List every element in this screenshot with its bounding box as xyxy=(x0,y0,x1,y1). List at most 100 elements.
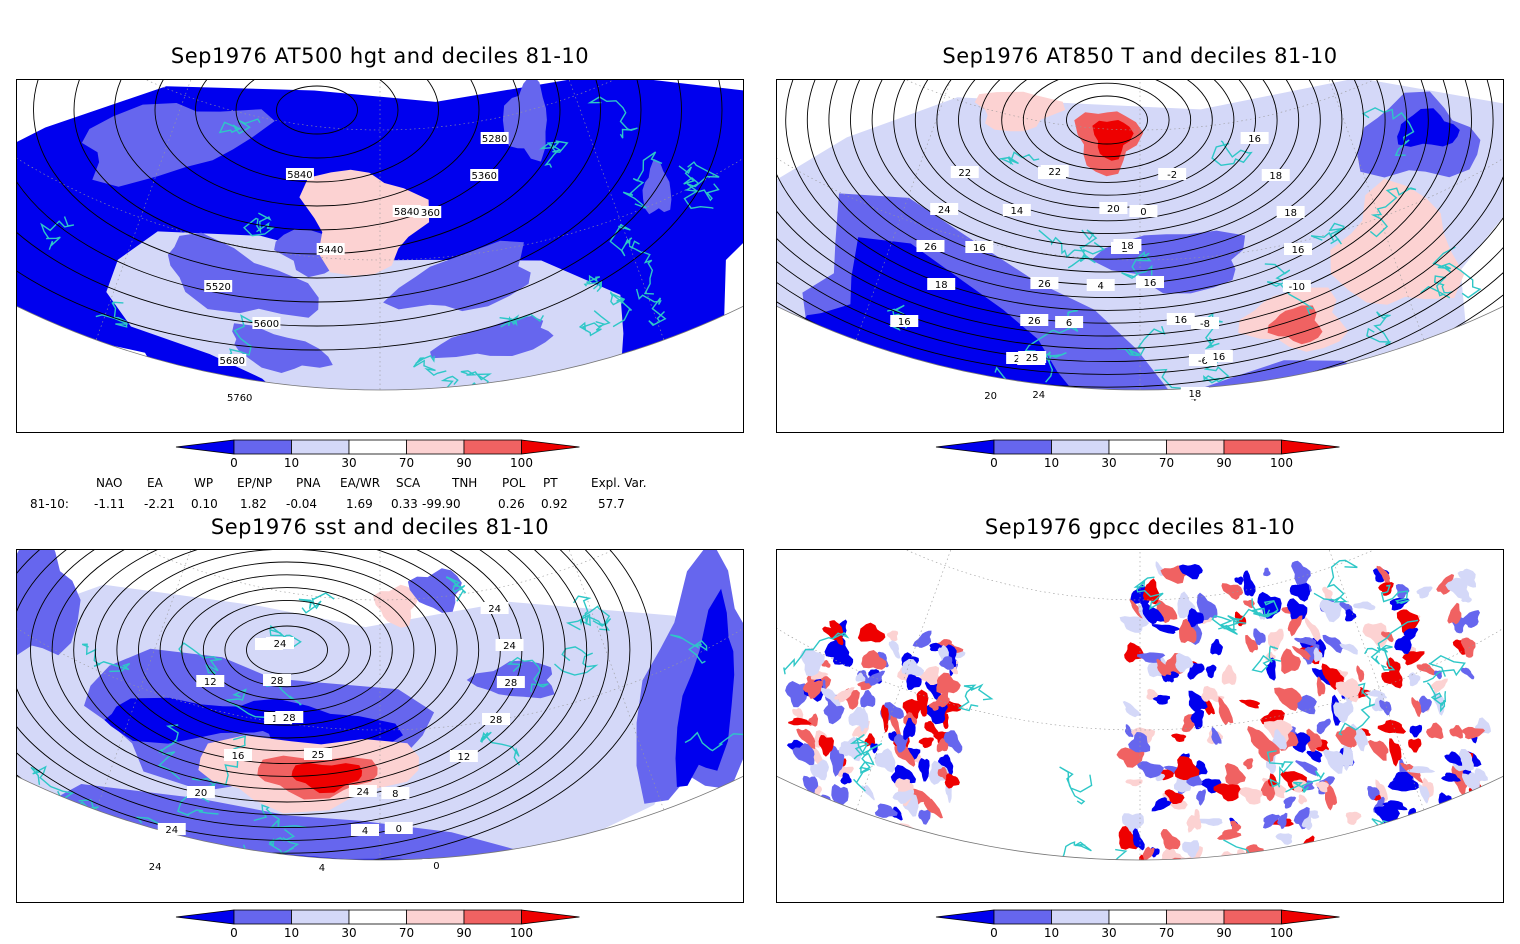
contour-label-background xyxy=(141,860,170,872)
coastline xyxy=(1432,246,1482,299)
precip-decile-cell xyxy=(1210,874,1237,896)
precip-decile-cell xyxy=(1416,663,1436,676)
index-header-sca: SCA xyxy=(396,476,421,490)
isoline-contour xyxy=(777,80,1494,350)
precip-decile-cell xyxy=(1175,652,1194,673)
precip-decile-cell xyxy=(1389,738,1402,767)
coastline xyxy=(957,683,994,712)
contour-label-background xyxy=(1020,314,1049,326)
map-t850: 16181816-10-8-6-4-2024681012141618162020… xyxy=(776,79,1504,433)
precip-decile-cell xyxy=(796,728,816,750)
contour-label-background xyxy=(1086,279,1115,291)
projection-boundary xyxy=(777,775,1503,861)
precip-decile-cell xyxy=(924,720,939,737)
precip-decile-cell xyxy=(1171,733,1187,742)
precip-decile-cell xyxy=(886,630,899,642)
precip-decile-cell xyxy=(788,717,812,726)
colorbar-segment xyxy=(1108,439,1167,455)
coastline xyxy=(835,402,856,430)
coastline xyxy=(635,288,667,327)
precip-decile-cell xyxy=(1344,609,1357,622)
coastline xyxy=(1369,187,1417,238)
isoline-contour xyxy=(850,80,1364,273)
precip-decile-cell xyxy=(1419,695,1432,713)
contour-label: 16 xyxy=(232,751,245,762)
precip-decile-cell xyxy=(906,672,922,690)
projection-boundary xyxy=(17,305,743,391)
precip-decile-cell xyxy=(1339,643,1358,655)
precip-decile-cell xyxy=(1426,722,1444,740)
contour-label: 4 xyxy=(362,826,368,837)
precip-decile-cell xyxy=(1151,694,1171,705)
colorbar-tick-label: 10 xyxy=(1044,456,1059,470)
contour-label-background xyxy=(316,243,345,255)
precip-decile-cell xyxy=(1301,816,1313,831)
colorbar-arrow-high xyxy=(521,439,580,455)
contour-label: 16 xyxy=(1248,134,1261,145)
contour-label-background xyxy=(930,203,959,215)
panel-title-gpcc: Sep1976 gpcc deciles 81-10 xyxy=(984,515,1296,539)
precip-decile-cell xyxy=(1277,812,1288,830)
contour-label-background xyxy=(916,240,945,252)
contour-label-background xyxy=(1166,313,1195,325)
precip-decile-cell xyxy=(1408,672,1421,687)
precip-decile-cell xyxy=(1329,865,1345,890)
precip-decile-cell xyxy=(822,626,837,640)
contour-label-background xyxy=(470,169,499,181)
coastline xyxy=(445,576,467,602)
coastline xyxy=(1285,770,1325,793)
colorbar-tick-label: 90 xyxy=(1216,926,1231,940)
precip-decile-cell xyxy=(1230,820,1242,832)
precip-decile-cell xyxy=(1205,664,1217,679)
precip-decile-cell xyxy=(874,803,898,818)
isoline-contour xyxy=(777,80,1451,324)
precip-decile-cell xyxy=(857,622,886,643)
coastline xyxy=(1251,598,1278,618)
precip-decile-cell xyxy=(1402,651,1425,666)
precip-decile-cell xyxy=(1156,658,1172,677)
precip-decile-cell xyxy=(1234,576,1244,585)
precip-decile-cell xyxy=(1333,701,1354,724)
contour-label-background xyxy=(480,132,509,144)
contour-label: 6 xyxy=(1066,318,1072,329)
coastline xyxy=(853,742,883,792)
decile-shading xyxy=(974,91,1066,132)
precip-decile-cell xyxy=(1375,779,1388,808)
precip-decile-cell xyxy=(1312,874,1327,890)
coastline xyxy=(81,643,131,673)
coastline xyxy=(605,879,649,902)
contour-label: 26 xyxy=(1038,279,1051,290)
precip-decile-cell xyxy=(1256,876,1266,884)
coastline xyxy=(158,724,181,780)
contour-label-background xyxy=(351,824,380,836)
coastline xyxy=(1456,326,1500,390)
contour-label: 16 xyxy=(898,317,911,328)
precip-decile-cell xyxy=(1201,685,1218,702)
precip-decile-cell xyxy=(1221,664,1237,685)
precip-decile-cell xyxy=(861,650,887,670)
contour-label: 0 xyxy=(1140,207,1146,218)
coastline xyxy=(609,291,632,328)
coastline xyxy=(506,656,549,693)
contour-label-background xyxy=(1261,169,1290,181)
colorbar-segment xyxy=(348,439,407,455)
decile-shading xyxy=(167,232,319,318)
precip-decile-cell xyxy=(813,816,832,831)
contour-label: 26 xyxy=(1028,316,1041,327)
precip-decile-cell xyxy=(1427,843,1453,860)
colorbar-tick-label: 90 xyxy=(456,926,471,940)
contour-label-background xyxy=(1282,280,1311,292)
precip-decile-cell xyxy=(1254,736,1280,763)
precip-decile-cell xyxy=(1303,847,1323,860)
precip-decile-cell xyxy=(1374,828,1388,839)
coastline xyxy=(670,634,708,664)
contour-label-background xyxy=(1180,387,1209,399)
contour-label: -8 xyxy=(1200,319,1210,330)
colorbar-segment xyxy=(1051,909,1110,925)
precip-decile-cell xyxy=(1263,567,1271,577)
contour-label: 12 xyxy=(204,677,217,688)
coastline xyxy=(805,849,862,860)
coastline xyxy=(573,595,612,627)
coastline xyxy=(622,151,663,209)
precip-decile-cell xyxy=(874,748,896,773)
